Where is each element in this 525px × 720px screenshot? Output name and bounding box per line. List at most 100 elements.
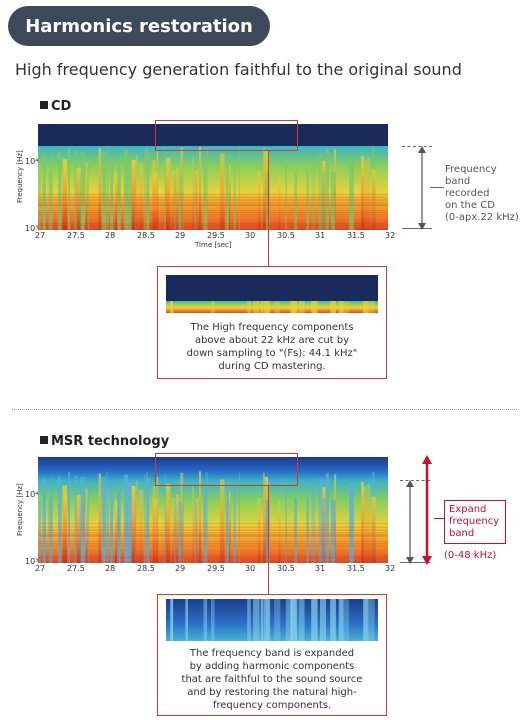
spectrogram-texture: [59, 482, 62, 563]
msr-y-axis-label: Frequency [Hz]: [16, 483, 24, 536]
msr-band-note: Expand frequency band: [444, 500, 506, 544]
zoom-texture: [211, 301, 215, 313]
cd-band-top-line: [402, 146, 432, 148]
zoom-texture: [260, 301, 264, 313]
cd-heading-label: CD: [51, 99, 72, 114]
spectrogram-texture: [285, 152, 287, 230]
spectrogram-texture: [38, 199, 388, 201]
spectrogram-texture: [138, 163, 144, 230]
msr-highlight-box: [155, 453, 298, 486]
spectrogram-texture: [38, 543, 388, 545]
spectrogram-texture: [192, 485, 194, 563]
spectrogram-texture: [79, 502, 85, 563]
spectrogram-texture: [101, 476, 106, 563]
spectrogram-texture: [76, 167, 81, 230]
spectrogram-texture: [86, 164, 90, 230]
spectrogram-texture: [238, 472, 240, 563]
spectrogram-texture: [109, 158, 114, 230]
msr-x-tick: 27: [35, 564, 46, 573]
msr-x-tick: 30: [245, 564, 256, 573]
spectrogram-texture: [107, 154, 110, 230]
cd-x-ticks: 27 27.5 28 28.5 29 29.5 30 30.5 31 31.5 32: [33, 231, 398, 243]
zoom-texture: [368, 599, 375, 641]
spectrogram-texture: [203, 161, 207, 230]
cd-connector-line: [268, 151, 269, 266]
spectrogram-texture: [152, 171, 158, 230]
spectrogram-texture: [349, 157, 354, 230]
spectrogram-texture: [38, 532, 388, 533]
zoom-texture: [253, 301, 260, 313]
section-divider: [12, 409, 517, 410]
spectrogram-texture: [38, 210, 388, 211]
zoom-texture: [290, 599, 298, 641]
spectrogram-texture: [367, 483, 371, 563]
cd-info-box: The High frequency components above abou…: [157, 266, 387, 379]
spectrogram-texture: [38, 228, 388, 230]
zoom-texture: [311, 599, 318, 641]
zoom-texture: [263, 599, 271, 641]
spectrogram-texture: [199, 146, 202, 230]
spectrogram-texture: [233, 160, 236, 230]
spectrogram-texture: [226, 154, 232, 230]
spectrogram-texture: [101, 151, 106, 230]
spectrogram-texture: [265, 172, 270, 230]
spectrogram-texture: [192, 158, 194, 230]
spectrogram-texture: [233, 487, 236, 563]
spectrogram-texture: [106, 146, 108, 230]
spectrogram-texture: [38, 203, 388, 205]
spectrogram-texture: [225, 173, 229, 230]
spectrogram-texture: [311, 485, 316, 563]
cd-note-leader: [430, 187, 444, 188]
spectrogram-texture: [220, 479, 225, 563]
spectrogram-texture: [68, 472, 70, 563]
spectrogram-texture: [117, 165, 121, 230]
spectrogram-texture: [38, 212, 388, 213]
zoom-texture: [285, 599, 293, 641]
cd-x-tick: 31.5: [347, 231, 365, 240]
cd-spectrogram-image: [38, 124, 388, 230]
spectrogram-texture: [58, 151, 61, 230]
cd-x-tick: 31: [315, 231, 326, 240]
zoom-texture: [338, 599, 344, 641]
msr-x-tick: 28: [105, 564, 116, 573]
spectrogram-texture: [82, 498, 86, 563]
msr-x-tick: 31.5: [347, 564, 365, 573]
zoom-texture: [203, 599, 208, 641]
zoom-texture: [320, 599, 326, 641]
spectrogram-texture: [362, 486, 367, 563]
spectrogram-texture: [278, 174, 281, 230]
spectrogram-texture: [115, 500, 119, 563]
spectrogram-texture: [138, 490, 144, 563]
spectrogram-texture: [171, 170, 176, 230]
cd-x-tick: 27.5: [67, 231, 85, 240]
spectrogram-texture: [325, 473, 329, 563]
spectrogram-texture: [127, 482, 132, 563]
cd-x-tick: 28: [105, 231, 116, 240]
msr-heading: MSR technology: [40, 434, 169, 449]
msr-note-leader: [434, 518, 444, 519]
zoom-texture: [344, 301, 350, 313]
msr-band-range: (0-48 kHz): [444, 550, 497, 561]
spectrogram-texture: [318, 152, 324, 230]
spectrogram-texture: [38, 225, 388, 227]
zoom-texture: [298, 301, 305, 313]
zoom-texture: [363, 599, 369, 641]
zoom-texture: [266, 301, 269, 313]
spectrogram-texture: [38, 204, 388, 206]
spectrogram-texture: [367, 157, 371, 230]
spectrogram-texture: [229, 165, 231, 230]
zoom-texture: [311, 301, 318, 313]
msr-x-tick: 31: [315, 564, 326, 573]
spectrogram-texture: [182, 479, 184, 563]
msr-spectrogram: [38, 457, 388, 563]
spectrogram-texture: [265, 500, 270, 563]
cd-zoom-strip: [166, 275, 378, 313]
spectrogram-texture: [124, 149, 129, 230]
zoom-texture: [330, 301, 336, 313]
spectrogram-texture: [42, 479, 46, 563]
msr-y-tick-bottom: 10³: [25, 557, 39, 566]
spectrogram-texture: [164, 148, 166, 230]
spectrogram-texture: [58, 476, 61, 563]
zoom-texture: [344, 599, 350, 641]
spectrogram-texture: [107, 480, 110, 563]
